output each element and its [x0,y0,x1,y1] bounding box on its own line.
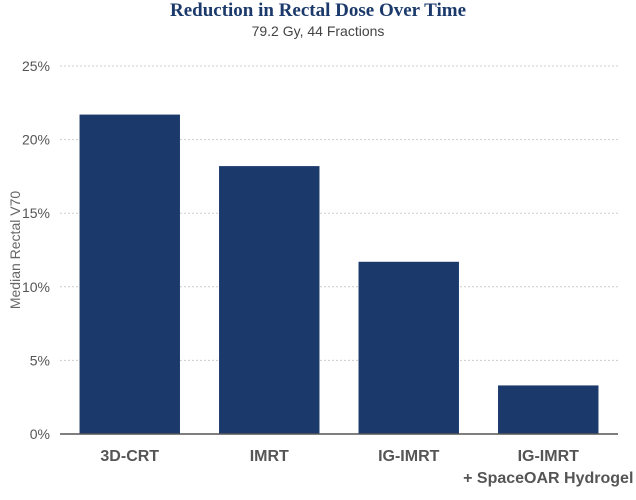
bar [358,261,459,434]
y-axis-label: Median Rectal V70 [7,191,23,310]
y-tick-label: 10% [22,279,50,295]
x-category-label: IMRT [250,448,289,465]
chart-title: Reduction in Rectal Dose Over Time [169,0,467,21]
x-category-label: 3D-CRT [100,448,159,465]
y-tick-label: 0% [30,426,50,442]
x-category-label: + SpaceOAR Hydrogel [463,470,633,487]
y-tick-label: 15% [22,205,50,221]
bar [498,385,599,434]
x-category-label: IG-IMRT [378,448,440,465]
y-tick-label: 20% [22,132,50,148]
chart-subtitle: 79.2 Gy, 44 Fractions [251,23,385,39]
bar [219,166,320,434]
bars [79,114,599,435]
y-tick-label: 5% [30,352,50,368]
y-axis-ticks: 0% 5% 10% 15% 20% 25% [22,58,50,442]
x-axis-categories: 3D-CRT IMRT IG-IMRT IG-IMRT + SpaceOAR Hydro… [100,448,633,487]
y-tick-label: 25% [22,58,50,74]
bar [79,114,180,435]
x-category-label: IG-IMRT [518,448,580,465]
